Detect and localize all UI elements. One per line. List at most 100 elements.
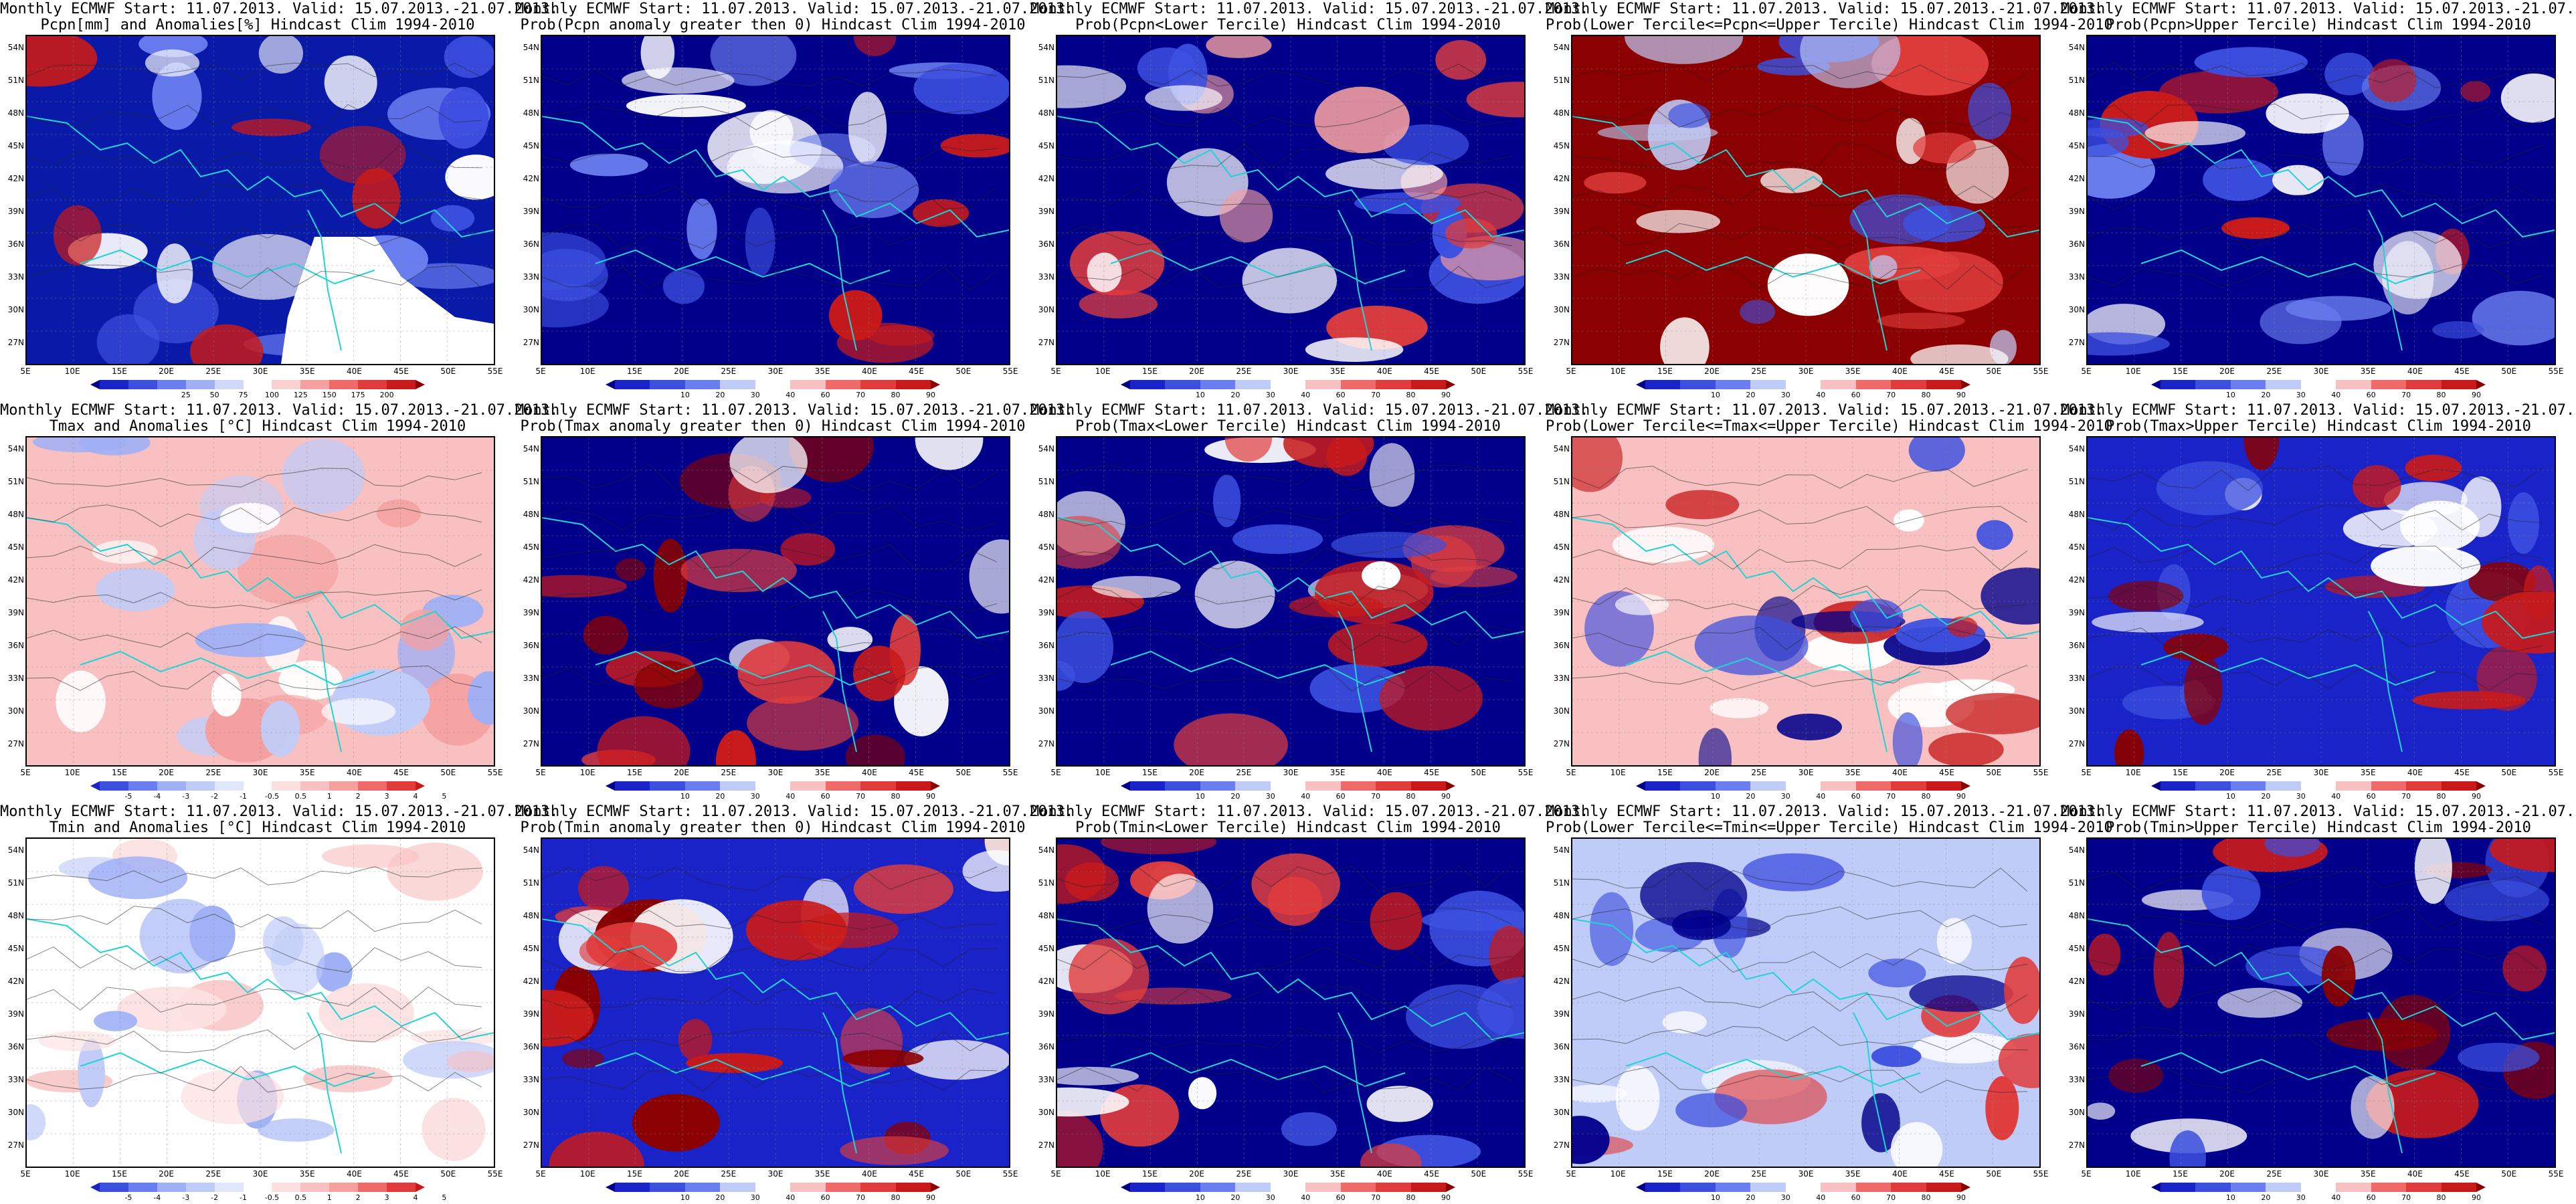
anomaly-patch — [1057, 65, 1127, 108]
longitude-label: 55E — [2033, 367, 2049, 376]
colorbar-label: 30 — [2296, 391, 2306, 399]
colorbar — [1636, 1183, 1970, 1192]
colorbar-label: 10 — [1195, 792, 1205, 801]
longitude-label: 10E — [1095, 768, 1111, 777]
longitude-label: 5E — [535, 768, 546, 777]
colorbar-end-triangle — [1446, 1183, 1455, 1192]
latitude-label: 42N — [1038, 977, 1054, 986]
longitude-label: 10E — [2125, 367, 2141, 376]
longitude-label: 55E — [2548, 768, 2564, 777]
longitude-label: 25E — [1236, 367, 1252, 376]
longitude-label: 35E — [1329, 367, 1346, 376]
anomaly-patch — [747, 695, 859, 750]
anomaly-patch — [828, 161, 919, 219]
latitude-label: 36N — [523, 641, 539, 650]
colorbar-label: 80 — [1921, 792, 1931, 801]
longitude-label: 55E — [2033, 1169, 2049, 1179]
latitude-label: 39N — [523, 1009, 539, 1019]
anomaly-patch — [2217, 987, 2303, 1018]
colorbar-label: 90 — [1441, 1193, 1451, 1202]
latitude-label: 30N — [2068, 706, 2085, 716]
colorbar-segment — [1821, 1183, 1857, 1192]
longitude-label: 35E — [1845, 768, 1861, 777]
colorbar-segment — [1130, 1183, 1166, 1192]
colorbar-label: 20 — [1746, 1193, 1756, 1202]
colorbar-label: 20 — [2261, 792, 2271, 801]
anomaly-patch — [1188, 1077, 1217, 1110]
anomaly-patch — [542, 575, 627, 598]
colorbar-segment — [2406, 380, 2442, 389]
anomaly-patch — [1057, 1110, 1103, 1167]
panel-title-line1: Monthly ECMWF Start: 11.07.2013. Valid: … — [2061, 1, 2576, 17]
latitude-label: 48N — [1038, 108, 1054, 118]
colorbar-segment — [1340, 380, 1376, 389]
map-panel: Monthly ECMWF Start: 11.07.2013. Valid: … — [0, 401, 558, 803]
contour-line — [1572, 185, 2028, 209]
contour-line — [1057, 585, 1513, 612]
contour-line — [2088, 666, 2543, 692]
colorbar-label: 90 — [926, 1193, 935, 1202]
latitude-label: 39N — [1038, 207, 1054, 216]
anomaly-patch — [745, 900, 847, 961]
map-panel: Monthly ECMWF Start: 11.07.2013. Valid: … — [515, 0, 1073, 401]
colorbar-label: 30 — [1265, 391, 1275, 399]
latitude-label: 54N — [1553, 444, 1570, 454]
colorbar — [2151, 781, 2486, 791]
longitude-label: 35E — [2360, 1169, 2376, 1179]
longitude-label: 10E — [1610, 1169, 1626, 1179]
anomaly-patch — [1213, 474, 1241, 528]
coastline — [2140, 650, 2436, 686]
longitude-label: 15E — [626, 1169, 642, 1179]
map-panel: Monthly ECMWF Start: 11.07.2013. Valid: … — [0, 0, 558, 401]
longitude-label: 15E — [111, 1169, 127, 1179]
colorbar-segment — [1821, 380, 1857, 389]
colorbar-label: 30 — [1780, 391, 1790, 399]
anomaly-patch — [569, 153, 648, 177]
contour-line — [2088, 544, 2543, 571]
colorbar-segment — [1715, 1183, 1751, 1192]
map-field — [1572, 36, 2039, 364]
latitude-label: 33N — [1553, 674, 1570, 683]
longitude-label: 40E — [1892, 1169, 1908, 1179]
contour-line — [2088, 184, 2543, 211]
colorbar-segment — [358, 380, 387, 389]
anomaly-patch — [1615, 1066, 1660, 1131]
colorbar-segment — [1680, 1183, 1716, 1192]
latitude-label: 33N — [7, 1075, 24, 1084]
longitude-label: 55E — [1002, 1169, 1018, 1179]
longitude-label: 30E — [1283, 367, 1299, 376]
colorbar-segment — [214, 380, 244, 389]
colorbar-segment — [895, 380, 931, 389]
colorbar-segment — [2160, 380, 2196, 389]
contour-line — [1572, 104, 2028, 128]
longitude-label: 35E — [1845, 367, 1861, 376]
anomaly-patch — [583, 615, 629, 655]
colorbar-label: 80 — [891, 792, 901, 801]
anomaly-patch — [2405, 454, 2462, 482]
longitude-label: 50E — [1471, 367, 1487, 376]
anomaly-patch — [962, 849, 1009, 892]
colorbar-segment — [243, 1183, 272, 1192]
colorbar-segment — [243, 380, 272, 389]
anomaly-patch — [78, 1038, 105, 1108]
colorbar-label: 70 — [856, 792, 866, 801]
latitude-label: 33N — [2068, 1075, 2085, 1084]
latitude-label: 33N — [1038, 674, 1054, 683]
longitude-label: 45E — [1939, 1169, 1955, 1179]
anomaly-patch — [1946, 693, 2039, 734]
map-area — [2086, 837, 2556, 1168]
latitude-label: 27N — [523, 739, 539, 748]
latitude-label: 45N — [7, 944, 24, 953]
anomaly-patch — [2490, 839, 2555, 872]
colorbar-segment — [2371, 380, 2407, 389]
latitude-label: 39N — [1553, 608, 1570, 617]
contour-line — [542, 146, 998, 169]
anomaly-patch — [211, 674, 242, 717]
longitude-label: 50E — [1986, 768, 2002, 777]
colorbar-segment — [2406, 1183, 2442, 1192]
colorbar-end-triangle — [2476, 380, 2486, 389]
longitude-label: 40E — [2407, 1169, 2423, 1179]
latitude-label: 45N — [1553, 542, 1570, 552]
anomaly-patch — [1283, 437, 1374, 468]
longitude-label: 45E — [2454, 1169, 2470, 1179]
